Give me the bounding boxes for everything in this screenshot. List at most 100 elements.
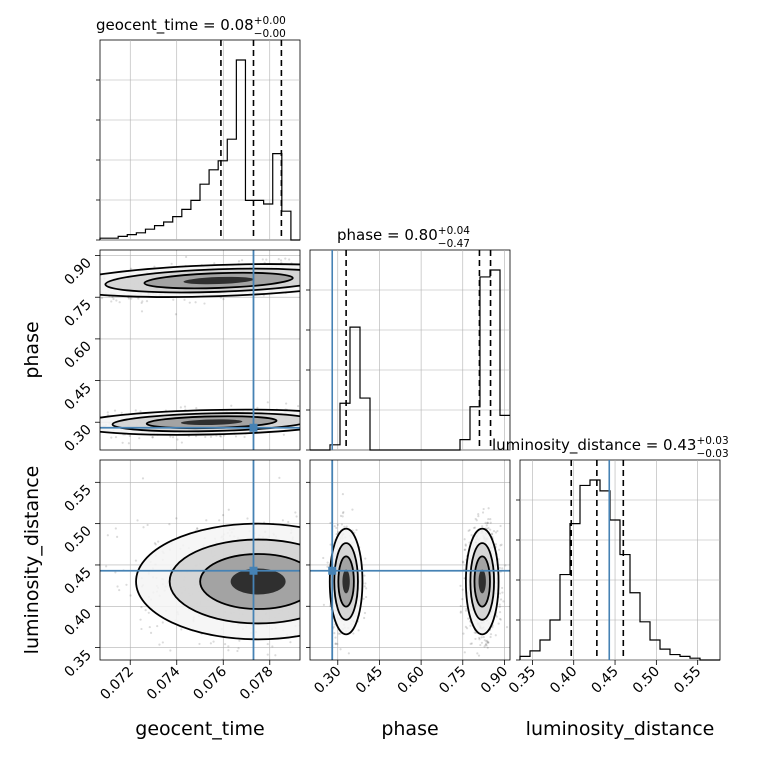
sample-point xyxy=(326,561,329,564)
x-tick-label-luminosity_distance-0: 0.35 xyxy=(506,664,539,697)
sample-point xyxy=(77,287,79,289)
sample-point xyxy=(494,543,498,546)
sample-point xyxy=(168,523,171,526)
sample-point xyxy=(350,663,352,665)
sample-point xyxy=(477,654,481,657)
sample-point xyxy=(302,561,304,563)
sample-point xyxy=(195,407,198,410)
sample-point xyxy=(116,585,119,588)
sample-point xyxy=(105,565,108,568)
sample-point xyxy=(246,517,249,520)
sample-point xyxy=(302,571,304,573)
sample-point xyxy=(501,586,504,590)
y-tick-label-phase-3: 0.75 xyxy=(61,297,94,330)
sample-point xyxy=(110,436,113,439)
sample-point xyxy=(478,636,481,640)
sample-point xyxy=(204,435,207,439)
sample-point xyxy=(363,616,366,620)
sample-point xyxy=(127,297,131,300)
sample-point xyxy=(79,418,81,420)
x-tick-label-geocent_time-3: 0.078 xyxy=(237,664,277,704)
sample-point xyxy=(64,292,66,294)
sample-point xyxy=(302,271,304,273)
sample-point xyxy=(304,264,306,266)
sample-point xyxy=(301,282,303,284)
sample-point xyxy=(463,548,466,551)
sample-point xyxy=(302,277,304,279)
x-tick-label-luminosity_distance-2: 0.45 xyxy=(589,664,622,697)
sample-point xyxy=(333,631,336,635)
sample-point xyxy=(302,540,304,542)
sample-point xyxy=(489,633,493,636)
x-tick-label-phase-3: 0.75 xyxy=(436,664,469,697)
sample-point xyxy=(134,559,138,562)
sample-point xyxy=(467,529,470,533)
axes-layer: geocent_time = 0.08+0.00−0.00 phase = 0.8… xyxy=(21,15,729,740)
sample-point xyxy=(473,631,476,634)
sample-point xyxy=(234,435,238,438)
sample-point xyxy=(265,258,268,261)
sample-point xyxy=(20,298,22,300)
sample-point xyxy=(212,640,215,643)
sample-point xyxy=(223,643,227,646)
sample-point xyxy=(140,627,143,631)
sample-point xyxy=(465,607,468,610)
sample-point xyxy=(464,544,467,547)
sample-point xyxy=(477,515,480,518)
sample-point xyxy=(301,593,303,595)
x-tick-label-luminosity_distance-1: 0.40 xyxy=(547,664,580,697)
sample-point xyxy=(491,626,494,629)
sample-point xyxy=(307,277,309,279)
histogram-phase xyxy=(310,269,510,451)
sample-point xyxy=(305,273,307,275)
sample-point xyxy=(97,282,99,284)
sample-point xyxy=(499,618,502,621)
sample-point xyxy=(363,611,367,615)
sample-point xyxy=(175,517,178,520)
sample-point xyxy=(332,625,335,629)
y-tick-label-phase-0: 0.30 xyxy=(61,422,94,455)
sample-point xyxy=(335,526,338,530)
sample-point xyxy=(343,525,346,528)
contour-level-3 xyxy=(342,569,350,594)
sample-point xyxy=(221,514,225,517)
sample-point xyxy=(459,611,462,614)
sample-point xyxy=(304,568,306,570)
sample-point xyxy=(334,636,337,639)
sample-point xyxy=(63,288,65,290)
panel-frame-geocent_time-luminosity_distance xyxy=(99,459,301,661)
sample-point xyxy=(288,258,291,261)
sample-point xyxy=(474,637,477,641)
sample-point xyxy=(489,528,492,531)
sample-point xyxy=(44,437,46,439)
sample-point xyxy=(341,515,344,518)
title-luminosity_distance: luminosity_distance = 0.43+0.03 xyxy=(492,435,729,455)
sample-point xyxy=(490,532,494,535)
y-tick-label-luminosity_distance-3: 0.50 xyxy=(61,523,94,556)
sample-point xyxy=(333,525,336,528)
sample-point xyxy=(470,642,473,645)
sample-point xyxy=(185,255,188,259)
sample-point xyxy=(363,585,366,588)
sample-point xyxy=(39,431,41,433)
sample-point xyxy=(95,426,97,428)
sample-point xyxy=(179,406,182,409)
sample-point xyxy=(170,262,173,265)
sample-point xyxy=(306,557,308,559)
sample-point xyxy=(340,523,344,526)
sample-point xyxy=(277,258,280,261)
sample-point xyxy=(90,294,92,296)
sample-point xyxy=(100,297,104,300)
sample-point xyxy=(287,520,290,524)
sample-point xyxy=(500,543,503,546)
sample-point xyxy=(289,641,292,644)
sample-point xyxy=(169,649,172,652)
sample-point xyxy=(306,562,308,564)
sample-point xyxy=(281,519,284,522)
sample-point xyxy=(484,521,487,524)
sample-point xyxy=(322,556,325,560)
sample-point xyxy=(305,573,307,575)
sample-point xyxy=(339,648,342,651)
sample-point xyxy=(305,273,307,275)
sample-point xyxy=(66,294,68,296)
